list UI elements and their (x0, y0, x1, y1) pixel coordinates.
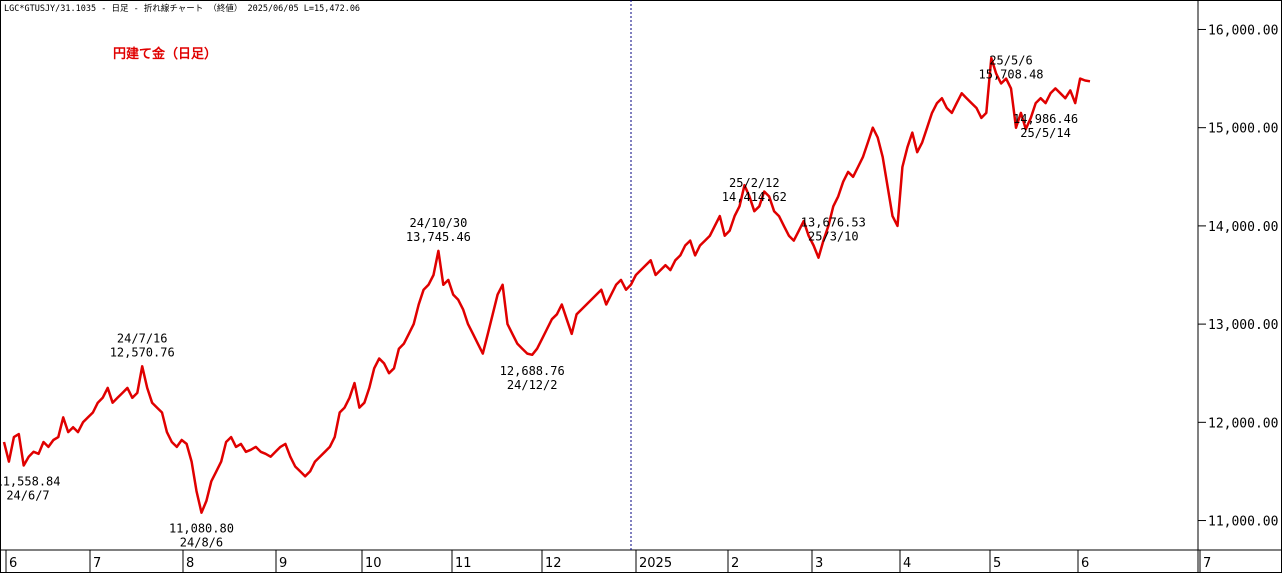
y-tick-label: 16,000.00 (1208, 23, 1278, 38)
x-tick-label: 6 (9, 556, 17, 571)
annotation-line-1: 14,986.46 (1013, 112, 1078, 126)
annotation-line-1: 13,676.53 (801, 215, 866, 229)
annotation-line-1: 24/7/16 (117, 331, 168, 345)
annotation-line-1: 24/10/30 (410, 216, 468, 230)
y-tick-label: 14,000.00 (1208, 220, 1278, 235)
annotation-line-2: 24/6/7 (6, 489, 49, 503)
annotation-line-1: 25/5/6 (989, 53, 1032, 67)
y-tick-label: 13,000.00 (1208, 318, 1278, 333)
x-tick-label: 2 (731, 556, 739, 571)
annotation-line-2: 13,745.46 (406, 230, 471, 244)
x-tick-label: 9 (279, 556, 287, 571)
annotation-line-1: 25/2/12 (729, 176, 780, 190)
annotation-line-1: 11,558.84 (0, 475, 61, 489)
x-tick-label: 12 (545, 556, 562, 571)
annotation-line-2: 15,708.48 (979, 67, 1044, 81)
annotation-line-1: 12,688.76 (500, 364, 565, 378)
annotation-line-2: 25/3/10 (808, 229, 859, 243)
x-tick-label: 8 (186, 556, 194, 571)
x-tick-label: 5 (993, 556, 1001, 571)
series-layer (2, 56, 1091, 514)
annotation-line-2: 14,414.62 (722, 190, 787, 204)
x-tick-label: 10 (365, 556, 382, 571)
x-tick-label: 7 (93, 556, 101, 571)
y-axis: 11,000.00 12,000.00 13,000.00 14,000.00 15,0… (1198, 23, 1278, 530)
x-tick-label: 2025 (639, 556, 672, 571)
x-tick-label: 4 (903, 556, 911, 571)
x-tick-label: 7 (1203, 556, 1211, 571)
annotation-line-2: 12,570.76 (110, 345, 175, 359)
y-tick-label: 12,000.00 (1208, 416, 1278, 431)
x-axis: 6 7 8 9 10 11 12 2025 2 3 4 5 6 7 (5, 550, 1211, 572)
annotation-line-1: 11,080.80 (169, 522, 234, 536)
header-info-text: LGC*GTUSJY/31.1035 - 日足 - 折れ線チャート （終値） 2… (4, 3, 360, 14)
y-tick-label: 11,000.00 (1208, 515, 1278, 530)
x-tick-label: 6 (1081, 556, 1089, 571)
annotation-line-2: 24/12/2 (507, 378, 558, 392)
chart-title-label: 円建て金（日足） (113, 46, 217, 62)
price-series-line (2, 56, 1091, 514)
annotation-line-2: 25/5/14 (1020, 126, 1071, 140)
annotation-line-2: 24/8/6 (180, 536, 223, 550)
x-tick-label: 11 (455, 556, 472, 571)
y-tick-label: 15,000.00 (1208, 122, 1278, 137)
x-tick-label: 3 (815, 556, 823, 571)
